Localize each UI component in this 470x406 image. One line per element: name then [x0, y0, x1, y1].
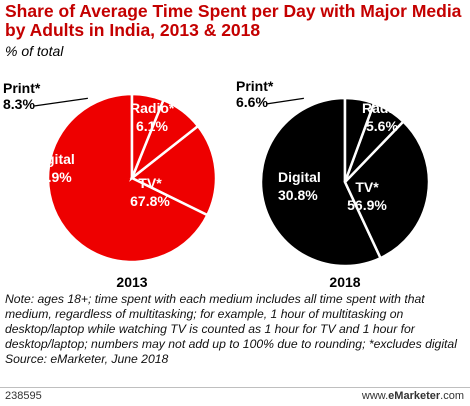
chart-title: Share of Average Time Spent per Day with…: [5, 1, 462, 40]
year-label-2018: 2018: [329, 274, 360, 290]
note-text: Note: ages 18+; time spent with each med…: [5, 292, 457, 351]
leader-dot-print: [303, 95, 309, 101]
pie-2013: TV* 67.8% Digital 17.9% Print*8.3% Radio* 6.1%…: [3, 80, 218, 290]
source-text: Source: eMarketer, June 2018: [5, 352, 169, 366]
pie-slice-digital: [343, 119, 431, 260]
pie-2018: TV* 56.9% Digital 30.8% Print*6.6% Radio* 5.6%…: [236, 78, 431, 290]
leader-dot-print: [87, 95, 93, 101]
leader-line-print: [265, 97, 307, 105]
brand-suffix: .com: [440, 390, 464, 402]
slice-label-tv: TV*: [138, 175, 162, 191]
slice-label-print: Print*: [3, 80, 41, 96]
slice-value-print: 8.3%: [3, 96, 35, 112]
slice-label-digital: Digital: [278, 169, 321, 185]
chart-id: 238595: [5, 390, 42, 402]
slice-value-radio: 6.1%: [136, 118, 168, 134]
slice-label-digital: Digital: [32, 151, 75, 167]
pie-slice-tv: [259, 96, 383, 268]
year-label-2013: 2013: [116, 274, 147, 290]
footer-divider: [0, 387, 470, 388]
slice-value-tv: 67.8%: [130, 193, 170, 209]
chart-note: Note: ages 18+; time spent with each med…: [5, 292, 467, 367]
slice-value-digital: 30.8%: [278, 187, 318, 203]
slice-label-radio: Radio*: [130, 100, 175, 116]
pie-slice-radio: [130, 92, 166, 179]
chart-subtitle: % of total: [5, 43, 64, 59]
pie-slice-digital: [129, 124, 218, 217]
slice-label-radio: Radio*: [362, 100, 407, 116]
pie-slice-radio: [343, 96, 376, 183]
slice-value-tv: 56.9%: [347, 197, 387, 213]
slice-value-print: 6.6%: [236, 94, 268, 110]
slice-label-print: Print*: [236, 78, 274, 94]
brand-name: eMarketer: [388, 390, 441, 402]
brand-link[interactable]: www.eMarketer.com: [362, 390, 464, 402]
slice-label-tv: TV*: [355, 179, 379, 195]
brand-prefix: www.: [361, 390, 389, 402]
pie-slice-tv: [46, 92, 210, 264]
slice-value-digital: 17.9%: [32, 169, 72, 185]
leader-line-print: [33, 97, 91, 107]
slice-value-radio: 5.6%: [366, 118, 398, 134]
